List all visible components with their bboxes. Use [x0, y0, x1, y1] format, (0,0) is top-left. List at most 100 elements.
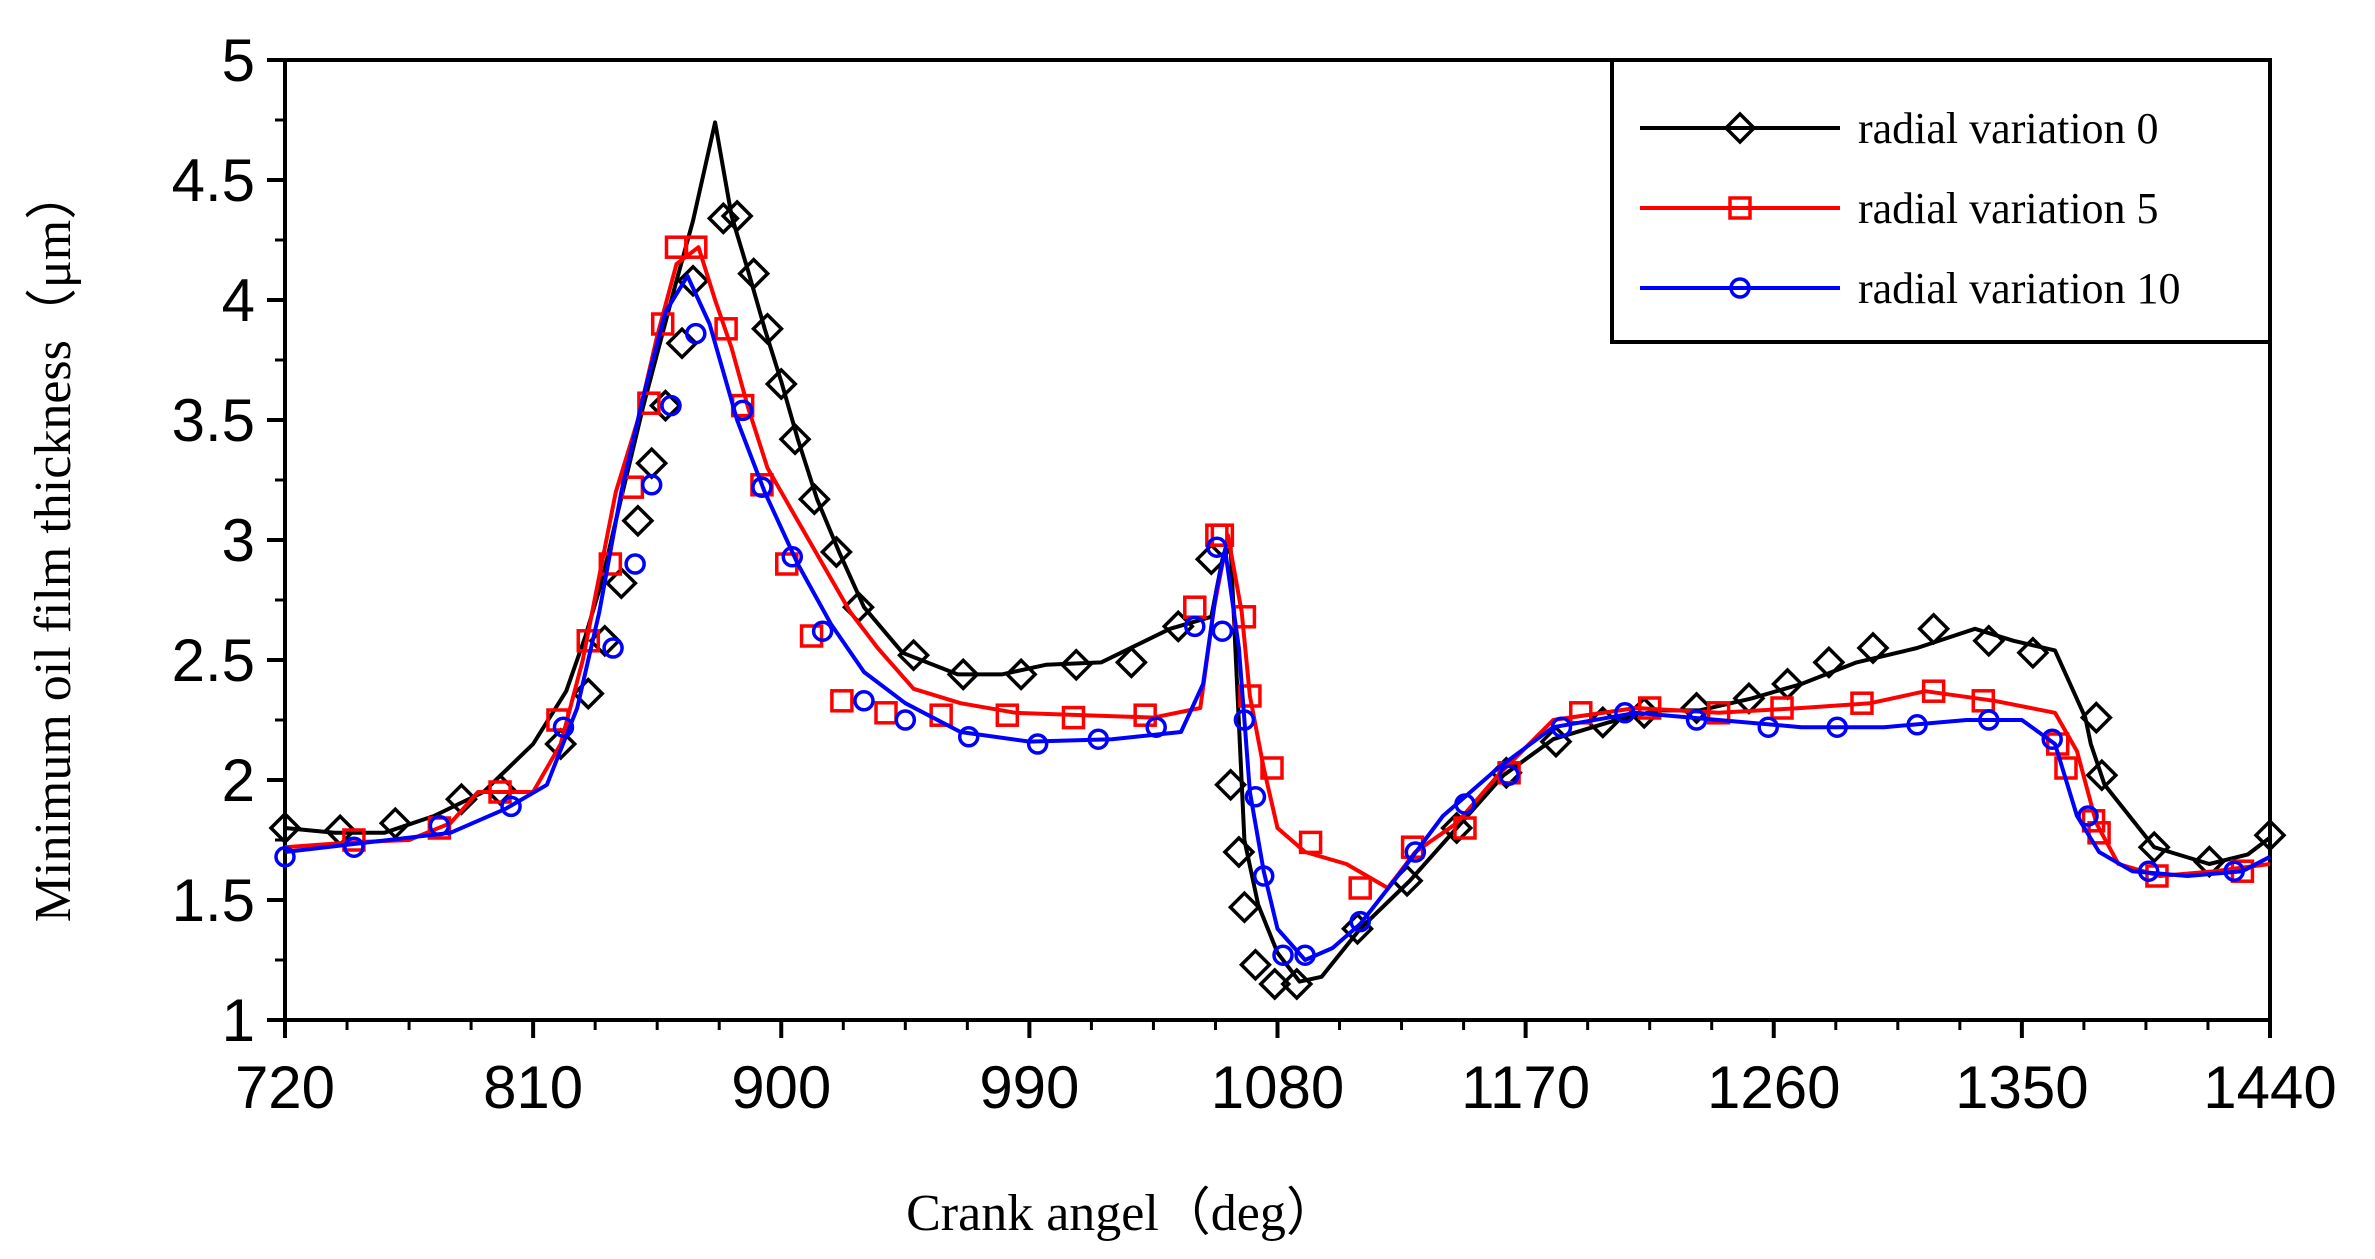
data-point-marker [2085, 758, 2119, 792]
data-point-marker [602, 637, 624, 659]
data-point-marker [894, 709, 917, 731]
data-point-marker [799, 624, 824, 648]
legend-label: radial variation 5 [1858, 184, 2159, 233]
data-point-marker [1214, 768, 1248, 802]
data-point-marker [2016, 636, 2050, 670]
data-point-marker [995, 703, 1020, 727]
data-point-marker [1978, 709, 2000, 731]
data-point-marker [1222, 835, 1256, 869]
series-2 [274, 274, 2271, 966]
data-point-marker [1238, 948, 1272, 982]
data-point-marker [1252, 865, 1275, 887]
data-point-marker [720, 199, 754, 233]
data-point-marker [488, 780, 512, 804]
y-axis-title: Minimum oil film thickness（μm） [25, 168, 82, 922]
data-point-marker [706, 201, 740, 235]
legend-label: radial variation 10 [1858, 264, 2181, 313]
data-point-marker [1294, 944, 1316, 966]
data-point-marker [604, 566, 638, 600]
data-point-marker [500, 795, 522, 818]
data-point-marker [1280, 967, 1314, 1001]
x-tick-label: 1260 [1707, 1054, 1840, 1121]
x-tick-label: 1350 [1955, 1054, 2088, 1121]
x-tick-label: 1440 [2203, 1054, 2336, 1121]
data-point-marker [1440, 811, 1474, 845]
data-point-marker [1340, 912, 1374, 946]
x-tick-label: 900 [731, 1054, 831, 1121]
data-point-marker [544, 727, 578, 761]
data-point-marker [1233, 709, 1256, 731]
data-point-marker [1812, 645, 1846, 679]
data-point-marker [1184, 615, 1206, 638]
data-point-marker [750, 312, 784, 346]
data-point-marker [1917, 612, 1951, 646]
data-point-marker [1826, 716, 1848, 738]
data-point-marker [274, 846, 296, 868]
data-point-marker [2137, 860, 2160, 882]
data-point-marker [1258, 967, 1292, 1001]
legend-marker [1728, 196, 1752, 220]
data-point-marker [1272, 944, 1294, 966]
data-point-marker [1348, 876, 1372, 900]
data-point-marker [853, 690, 875, 712]
data-point-marker [874, 701, 898, 725]
legend-entry: radial variation 5 [1640, 184, 2159, 233]
legend-label: radial variation 0 [1858, 104, 2159, 153]
data-point-marker [343, 836, 365, 858]
legend-marker [1723, 111, 1757, 145]
data-point-marker [1453, 816, 1477, 840]
x-tick-label: 990 [979, 1054, 1079, 1121]
data-point-marker [737, 257, 771, 291]
data-point-marker [571, 677, 605, 711]
data-point-marker [1061, 705, 1086, 730]
y-tick-label: 2 [222, 747, 255, 814]
data-point-marker [946, 657, 980, 691]
y-tick-label: 4.5 [172, 147, 255, 214]
data-point-marker [1972, 624, 2006, 658]
x-tick-label: 1170 [1461, 1054, 1590, 1121]
data-point-marker [268, 811, 302, 845]
x-tick-label: 720 [235, 1054, 335, 1121]
y-tick-label: 1 [222, 987, 255, 1054]
legend-entry: radial variation 0 [1640, 104, 2159, 153]
data-point-marker [552, 716, 575, 738]
data-point-marker [830, 689, 854, 713]
data-point-marker [648, 389, 682, 423]
data-point-marker [781, 546, 804, 568]
data-point-marker [778, 422, 812, 456]
data-point-marker [1757, 716, 1779, 738]
data-point-marker [1133, 703, 1157, 727]
data-point-marker [428, 814, 451, 837]
series-line [284, 245, 2271, 890]
data-point-marker [1260, 756, 1284, 780]
legend-entry: radial variation 10 [1640, 264, 2181, 313]
legend: radial variation 0 radial variation 5 radi… [1610, 58, 2272, 344]
data-point-marker [665, 326, 699, 360]
data-point-marker [684, 235, 708, 259]
data-point-marker [676, 264, 710, 298]
data-point-marker [1349, 910, 1371, 933]
data-point-marker [897, 638, 931, 672]
data-point-marker [2137, 830, 2171, 864]
data-point-marker [1145, 716, 1167, 738]
data-point-marker [1244, 786, 1267, 808]
y-tick-label: 2.5 [172, 627, 255, 694]
data-point-marker [2253, 818, 2287, 852]
data-point-marker [1921, 679, 1946, 703]
data-point-marker [1087, 728, 1110, 750]
series-1 [284, 235, 2271, 900]
data-point-marker [660, 394, 682, 417]
data-point-marker [1856, 631, 1890, 665]
data-point-marker [2077, 805, 2099, 827]
data-point-marker [957, 726, 980, 748]
data-point-marker [342, 828, 366, 852]
data-point-marker [1227, 890, 1261, 924]
x-tick-label: 1080 [1211, 1054, 1344, 1121]
data-point-marker [2223, 860, 2245, 882]
data-point-marker [1770, 696, 1794, 720]
x-axis-ticks: 720 810 900 990 1080 1170 1260 1350 1440 [235, 1020, 2337, 1121]
data-point-marker [685, 322, 707, 345]
series-layer [268, 120, 2287, 1001]
data-point-marker [1680, 691, 1714, 725]
y-axis-ticks: 1 1.5 2 2.5 3 3.5 4 4.5 5 [172, 27, 285, 1054]
